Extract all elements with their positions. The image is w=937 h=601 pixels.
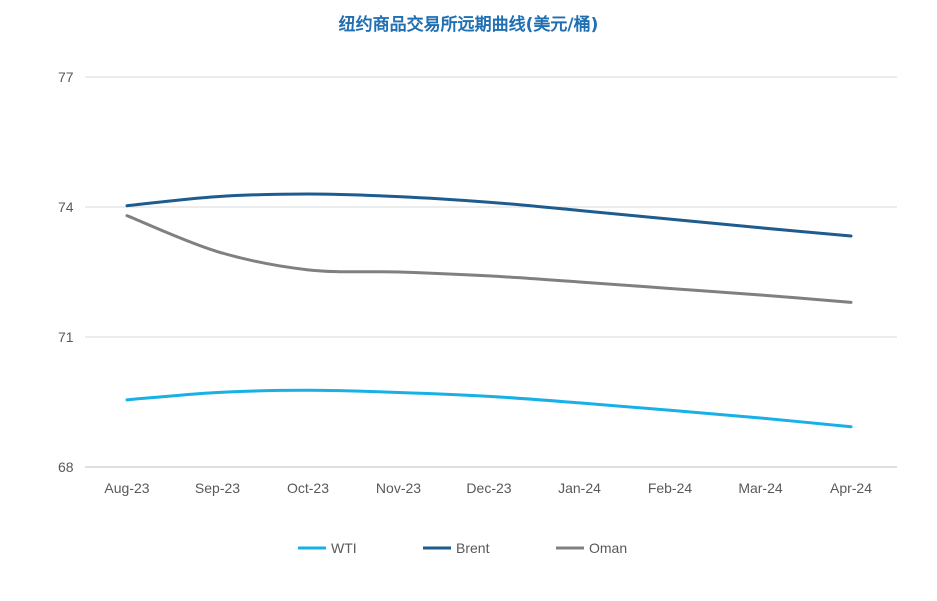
y-tick-label: 68	[58, 459, 74, 475]
x-tick-label: Apr-24	[830, 480, 872, 496]
x-tick-label: Nov-23	[376, 480, 421, 496]
legend-item-oman: Oman	[556, 540, 627, 556]
x-tick-label: Jan-24	[558, 480, 601, 496]
x-tick-label: Oct-23	[287, 480, 329, 496]
series-line-brent	[125, 192, 853, 238]
series-line-wti	[125, 388, 853, 429]
series-line-oman	[125, 214, 853, 304]
y-tick-label: 71	[58, 329, 74, 345]
legend-label: WTI	[331, 540, 357, 556]
x-tick-label: Aug-23	[104, 480, 149, 496]
x-tick-label: Mar-24	[738, 480, 783, 496]
chart-title: 纽约商品交易所远期曲线(美元/桶)	[338, 15, 599, 35]
series-layer	[125, 192, 853, 429]
y-tick-label: 74	[58, 199, 74, 215]
legend-item-wti: WTI	[298, 540, 357, 556]
y-tick-label: 77	[58, 69, 74, 85]
x-tick-label: Feb-24	[648, 480, 693, 496]
x-tick-label: Sep-23	[195, 480, 240, 496]
x-tick-label: Dec-23	[466, 480, 511, 496]
legend-item-brent: Brent	[423, 540, 490, 556]
legend-label: Brent	[456, 540, 490, 556]
axis-layer: 68 71 74 77 Aug-23 Sep-23 Oct-23 Nov-23 Dec-23 Ja…	[58, 69, 872, 496]
grid-layer	[85, 76, 897, 468]
legend: WTI Brent Oman	[298, 540, 627, 556]
legend-label: Oman	[589, 540, 627, 556]
